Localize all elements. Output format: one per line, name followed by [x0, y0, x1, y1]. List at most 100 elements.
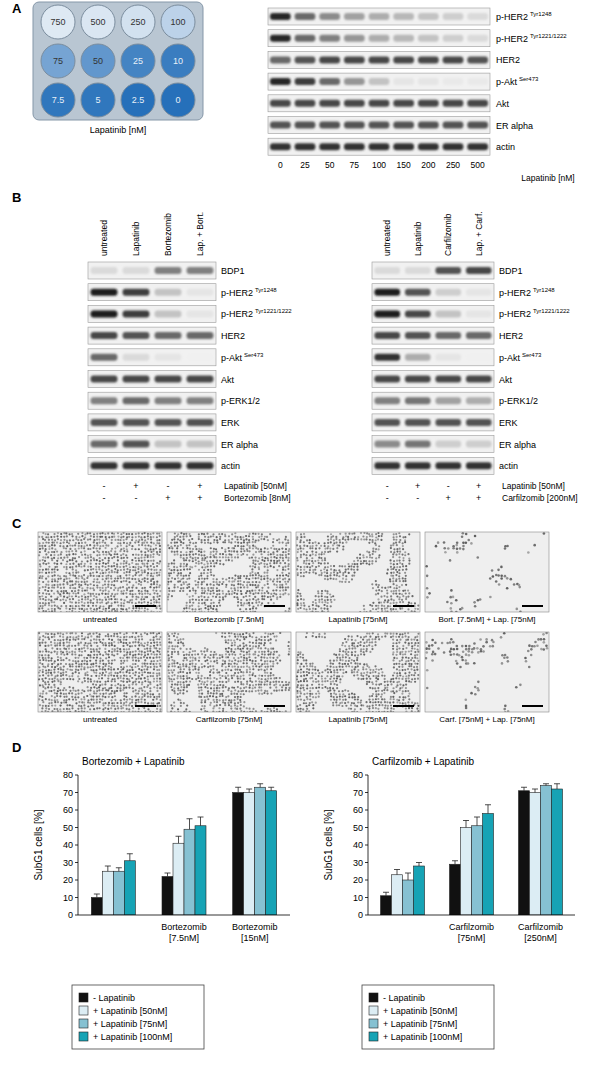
protein-name: ER alpha — [496, 121, 533, 131]
cell — [75, 581, 77, 583]
treatment-label: Lapatinib [50nM] — [224, 481, 287, 491]
cell — [215, 556, 217, 558]
cell — [203, 596, 205, 598]
cell — [141, 569, 143, 571]
cell — [75, 602, 77, 604]
band — [435, 376, 461, 383]
cell — [78, 556, 80, 558]
band — [91, 397, 118, 404]
cell — [191, 538, 193, 540]
cell — [201, 566, 203, 568]
cell — [56, 598, 58, 600]
bands — [270, 78, 488, 85]
cell — [225, 556, 227, 558]
cell — [234, 541, 236, 543]
cell — [285, 589, 287, 591]
cell — [173, 559, 175, 561]
cell — [120, 602, 122, 604]
cell — [288, 572, 290, 574]
cell — [150, 538, 152, 540]
cell — [126, 545, 128, 547]
well-label: 250 — [130, 17, 145, 27]
cell — [246, 575, 248, 577]
cell — [183, 538, 185, 540]
cell — [78, 596, 80, 598]
cell — [47, 575, 49, 577]
cell — [92, 605, 94, 607]
cell — [75, 565, 77, 567]
cell — [110, 554, 112, 556]
cell — [198, 533, 200, 535]
well-label: 500 — [90, 17, 105, 27]
cell — [152, 532, 154, 534]
protein-label: p-ERK1/2 — [499, 396, 538, 406]
cell — [287, 565, 289, 567]
cell — [84, 563, 86, 565]
lane-label: 200 — [421, 160, 435, 170]
cell — [188, 574, 190, 576]
cell — [252, 538, 254, 540]
cell — [198, 578, 200, 580]
cell — [272, 589, 274, 591]
cell — [222, 556, 224, 558]
cell — [126, 533, 128, 535]
cell — [131, 578, 133, 580]
cell — [44, 586, 46, 588]
cell — [254, 557, 256, 559]
cell — [288, 593, 290, 595]
cell — [243, 602, 245, 604]
cell — [201, 533, 203, 535]
cell — [282, 575, 284, 577]
cell — [54, 574, 56, 576]
cell — [125, 538, 127, 540]
protein-name: p-HER2 — [499, 288, 531, 298]
cell — [57, 557, 59, 559]
band — [443, 143, 464, 150]
cell — [239, 575, 241, 577]
cell — [257, 548, 259, 550]
cell — [63, 592, 65, 594]
cell — [51, 547, 53, 549]
cell — [282, 578, 284, 580]
band — [270, 35, 291, 42]
cell — [209, 560, 211, 562]
cell — [102, 551, 104, 553]
cell — [231, 590, 233, 592]
cell — [239, 580, 241, 582]
cell — [239, 577, 241, 579]
band — [374, 289, 400, 296]
cell — [252, 562, 254, 564]
cell — [155, 607, 157, 609]
cell — [147, 556, 149, 558]
cell — [56, 569, 58, 571]
cell — [279, 584, 281, 586]
cell — [287, 559, 289, 561]
cell — [93, 539, 95, 541]
protein-label: HER2 — [499, 331, 523, 341]
treatment-sign: + — [133, 481, 138, 491]
cell — [60, 562, 62, 564]
cell — [132, 584, 134, 586]
protein-label: BDP1 — [499, 266, 523, 276]
cell — [105, 575, 107, 577]
cell — [140, 598, 142, 600]
blot-strip — [88, 305, 216, 322]
band — [435, 462, 461, 469]
cell — [93, 589, 95, 591]
cell — [137, 596, 139, 598]
cell — [276, 598, 278, 600]
cell — [264, 557, 266, 559]
cell — [74, 590, 76, 592]
band — [443, 122, 464, 129]
bands — [270, 100, 488, 107]
cell — [203, 554, 205, 556]
cell — [270, 553, 272, 555]
cell — [288, 550, 290, 552]
cell — [203, 563, 205, 565]
cell — [158, 563, 160, 565]
cell — [132, 554, 134, 556]
cell — [159, 595, 161, 597]
cell — [261, 533, 263, 535]
protein-name: BDP1 — [499, 266, 523, 276]
cell — [185, 607, 187, 609]
